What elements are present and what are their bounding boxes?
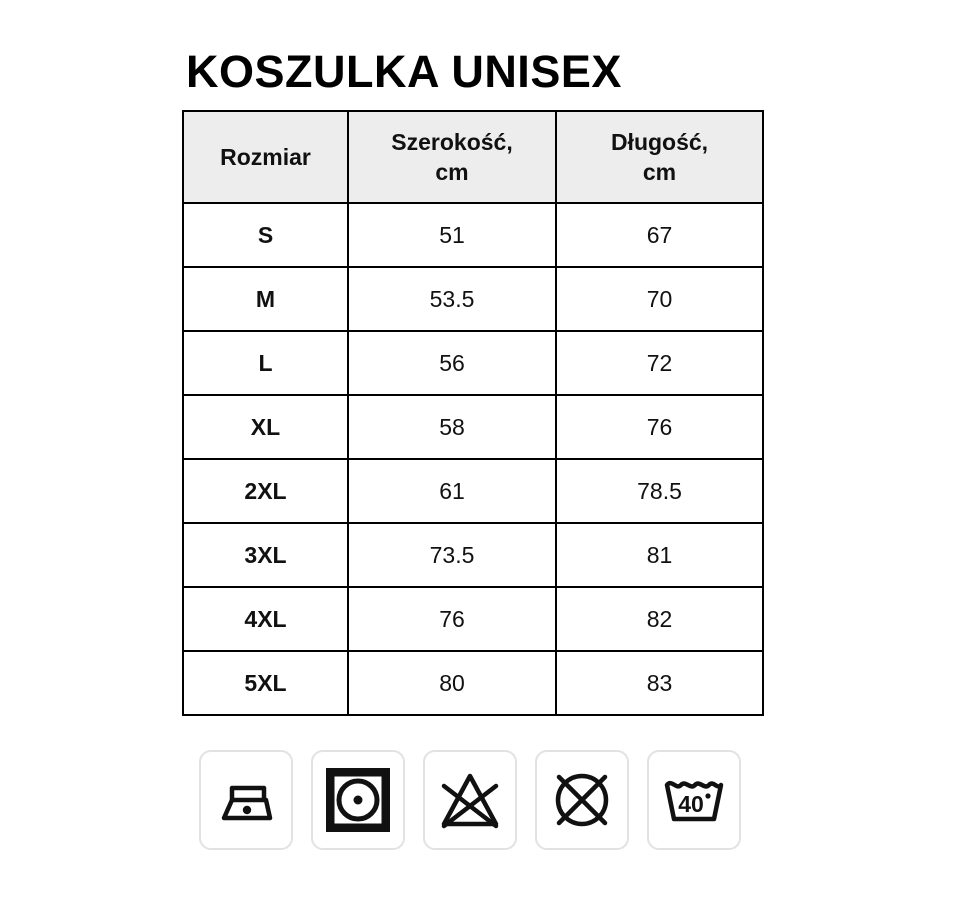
table-body: S 51 67 M 53.5 70 L 56 72 XL 58 76 <box>182 202 764 716</box>
wash-40-degrees-icon: 40 <box>661 773 727 827</box>
cell-width: 51 <box>347 202 557 268</box>
cell-size: S <box>182 202 349 268</box>
iron-low-heat-icon <box>214 774 278 826</box>
do-not-dry-clean-icon <box>551 769 613 831</box>
cell-length: 81 <box>555 522 764 588</box>
column-header-size-label: Rozmiar <box>220 144 311 170</box>
cell-width: 73.5 <box>347 522 557 588</box>
cell-size: 4XL <box>182 586 349 652</box>
page-title: KOSZULKA UNISEX <box>186 46 622 97</box>
cell-width: 76 <box>347 586 557 652</box>
cell-length: 83 <box>555 650 764 716</box>
cell-length: 70 <box>555 266 764 332</box>
column-header-length-line2: cm <box>642 159 677 185</box>
cell-width: 61 <box>347 458 557 524</box>
cell-length: 82 <box>555 586 764 652</box>
size-table: Rozmiar Szerokość, cm Długość, cm S 51 <box>182 110 764 716</box>
table-row: L 56 72 <box>182 330 764 396</box>
cell-size: M <box>182 266 349 332</box>
care-symbols-row: 40 <box>199 750 741 850</box>
table-row: XL 58 76 <box>182 394 764 460</box>
cell-size: XL <box>182 394 349 460</box>
do-not-bleach-icon <box>438 770 502 830</box>
table-row: 5XL 80 83 <box>182 650 764 716</box>
table-row: 3XL 73.5 81 <box>182 522 764 588</box>
table-row: 4XL 76 82 <box>182 586 764 652</box>
care-symbol-iron <box>199 750 293 850</box>
cell-length: 76 <box>555 394 764 460</box>
column-header-size: Rozmiar <box>182 110 349 204</box>
cell-size: 5XL <box>182 650 349 716</box>
table-row: S 51 67 <box>182 202 764 268</box>
cell-size: L <box>182 330 349 396</box>
care-symbol-wash-40: 40 <box>647 750 741 850</box>
table-row: M 53.5 70 <box>182 266 764 332</box>
cell-width: 53.5 <box>347 266 557 332</box>
cell-width: 56 <box>347 330 557 396</box>
tumble-dry-low-icon <box>326 768 390 832</box>
cell-size: 2XL <box>182 458 349 524</box>
care-symbol-do-not-dry-clean <box>535 750 629 850</box>
column-header-width-line1: Szerokość, <box>391 129 513 155</box>
care-symbol-do-not-bleach <box>423 750 517 850</box>
table-row: 2XL 61 78.5 <box>182 458 764 524</box>
care-symbol-tumble-dry <box>311 750 405 850</box>
cell-size: 3XL <box>182 522 349 588</box>
cell-length: 67 <box>555 202 764 268</box>
column-header-length-line1: Długość, <box>610 129 709 155</box>
table-header-row: Rozmiar Szerokość, cm Długość, cm <box>182 110 764 204</box>
cell-length: 78.5 <box>555 458 764 524</box>
cell-width: 80 <box>347 650 557 716</box>
cell-width: 58 <box>347 394 557 460</box>
size-table-container: Rozmiar Szerokość, cm Długość, cm S 51 <box>182 110 764 716</box>
cell-length: 72 <box>555 330 764 396</box>
column-header-width-line2: cm <box>435 159 469 185</box>
column-header-length: Długość, cm <box>555 110 764 204</box>
wash-temperature-label: 40 <box>678 791 704 817</box>
column-header-width: Szerokość, cm <box>347 110 557 204</box>
